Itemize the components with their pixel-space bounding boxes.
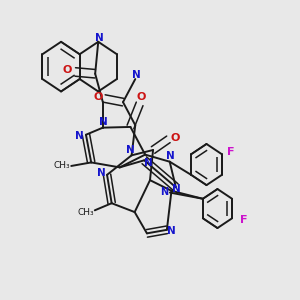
Text: N: N xyxy=(132,70,141,80)
Text: O: O xyxy=(63,65,72,75)
Text: CH₃: CH₃ xyxy=(78,208,94,217)
Text: N: N xyxy=(97,168,106,178)
Text: O: O xyxy=(170,133,180,143)
Text: N: N xyxy=(126,145,135,155)
Text: N: N xyxy=(95,32,103,43)
Text: N: N xyxy=(167,226,176,236)
Text: N: N xyxy=(99,117,108,127)
Text: N: N xyxy=(160,187,169,197)
Text: CH₃: CH₃ xyxy=(54,161,70,170)
Text: N: N xyxy=(166,151,175,161)
Text: F: F xyxy=(227,148,235,158)
Text: N: N xyxy=(172,184,181,194)
Text: O: O xyxy=(93,92,103,102)
Text: F: F xyxy=(240,215,247,225)
Text: N: N xyxy=(145,158,153,168)
Text: O: O xyxy=(136,92,146,103)
Text: N: N xyxy=(76,131,84,141)
